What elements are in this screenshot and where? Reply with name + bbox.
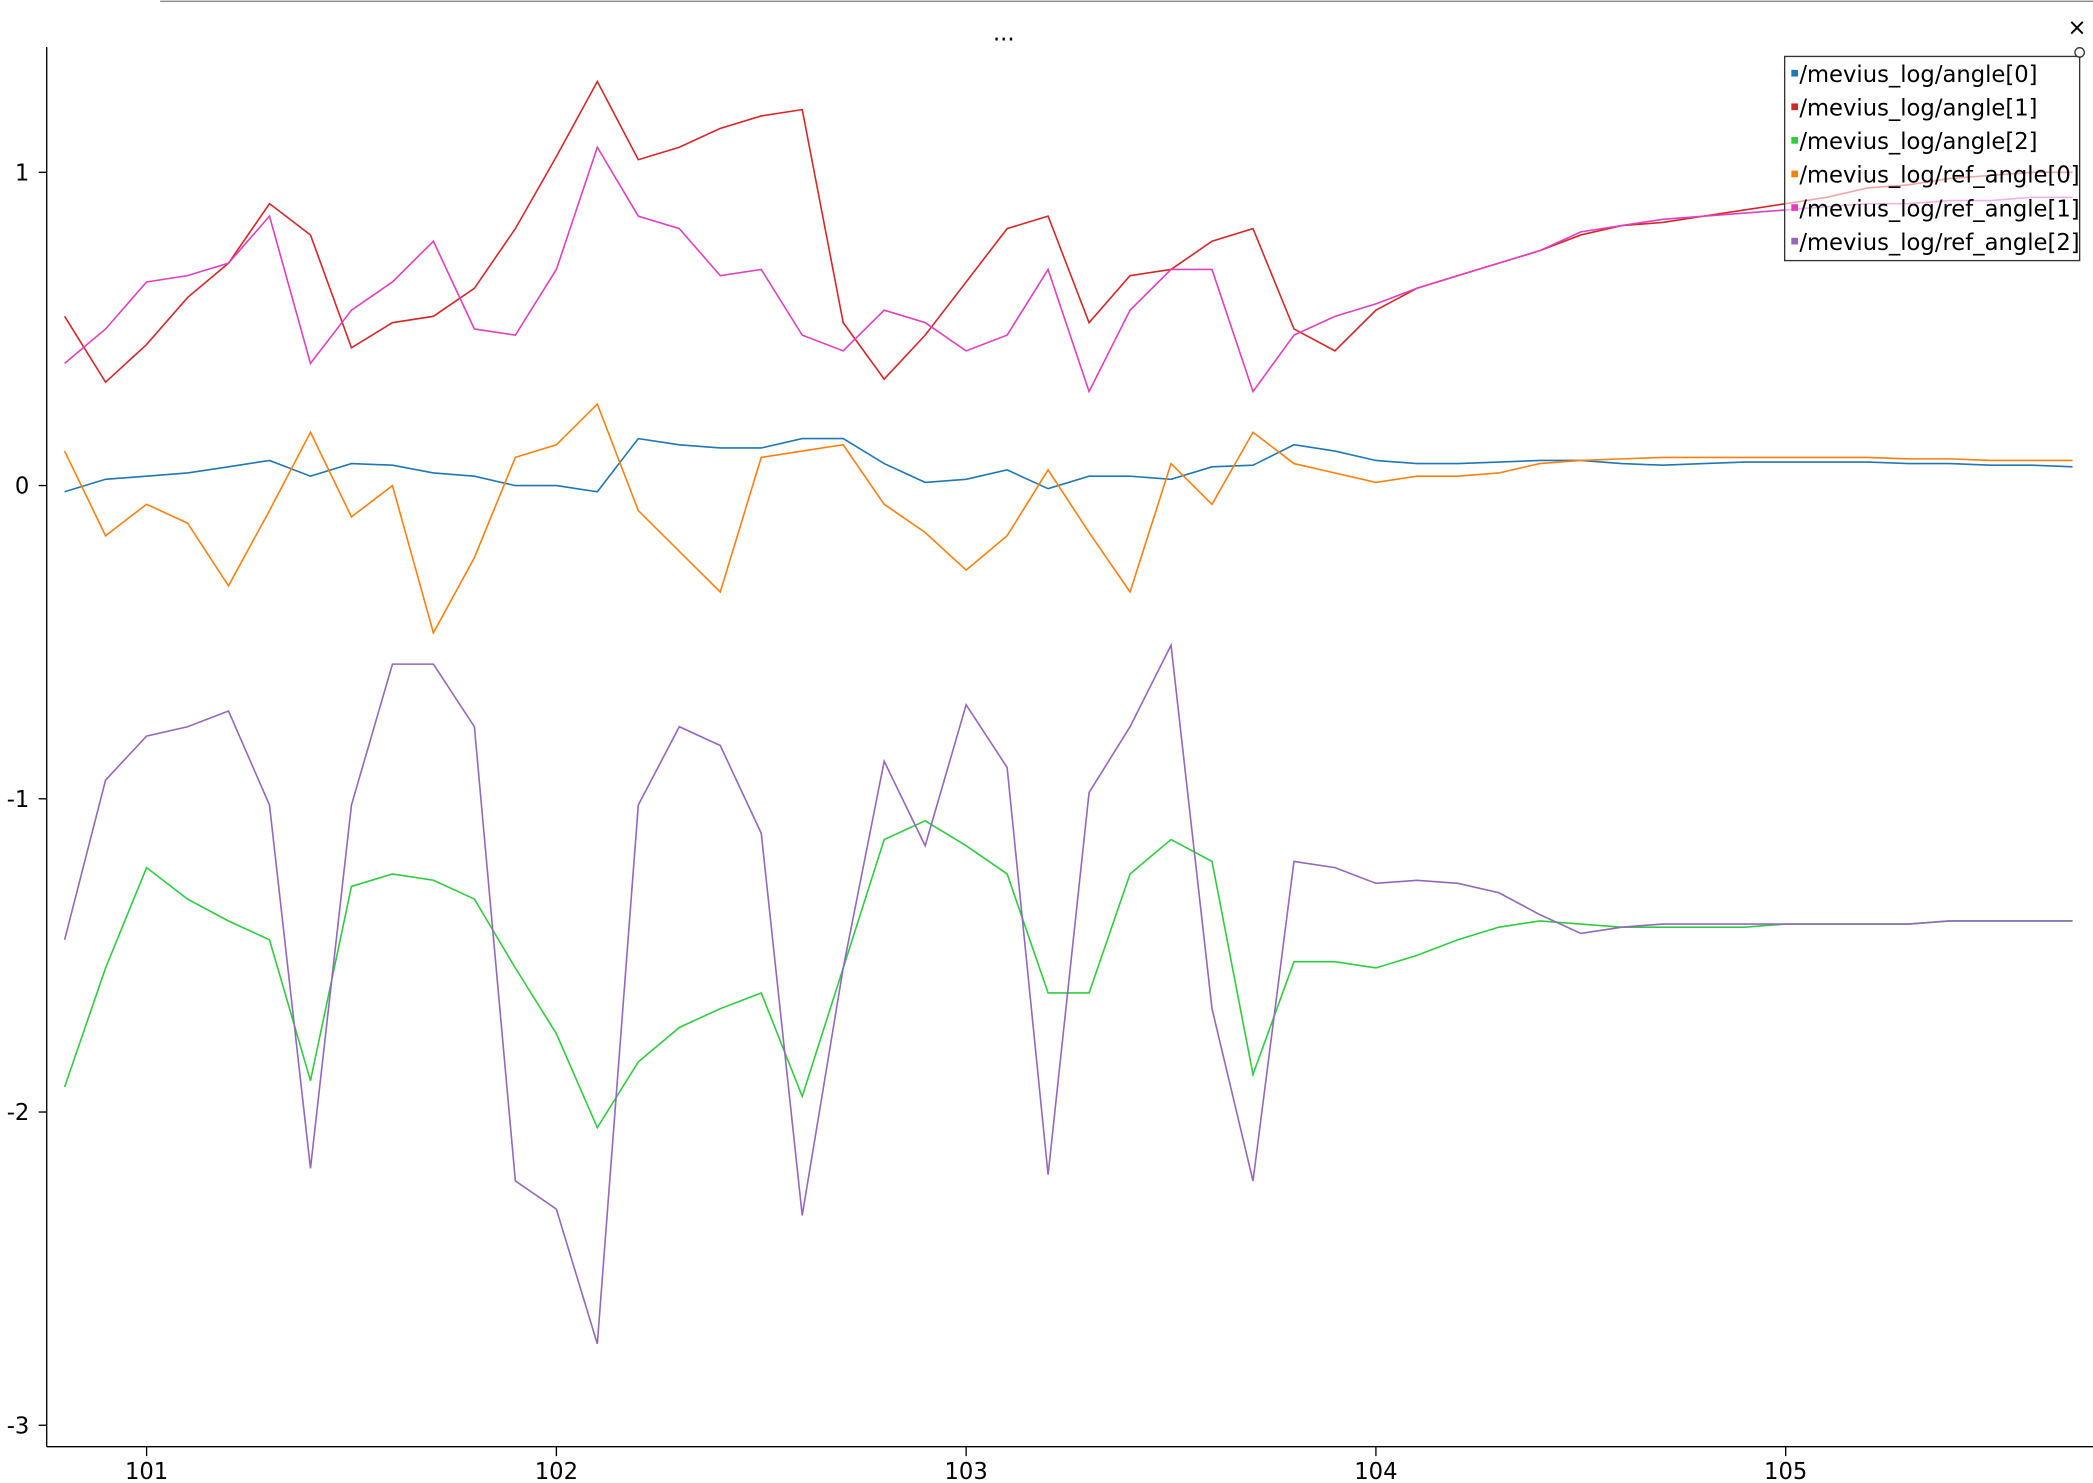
series-line (64, 437, 2073, 493)
series-line (63, 819, 2073, 1130)
series-line (63, 402, 2073, 635)
legend-swatch (1791, 204, 1799, 211)
y-tick-label: 1 (15, 160, 29, 186)
series-line (63, 642, 2073, 1345)
x-tick-label: 101 (125, 1459, 168, 1483)
legend-label: /mevius_log/ref_angle[1] (1799, 196, 2079, 222)
x-tick-label: 104 (1354, 1459, 1397, 1483)
legend-swatch (1791, 137, 1799, 144)
x-tick-label: 105 (1764, 1459, 1807, 1483)
legend-swatch (1791, 103, 1799, 111)
y-tick-label: -1 (7, 787, 30, 813)
legend-handle (2074, 47, 2085, 58)
legend-label: /mevius_log/angle[1] (1799, 95, 2037, 121)
legend-label: /mevius_log/angle[0] (1799, 62, 2037, 88)
x-tick-label: 102 (535, 1459, 578, 1483)
y-tick-label: -2 (7, 1100, 30, 1126)
series-line (63, 79, 2073, 384)
legend-swatch (1791, 69, 1799, 77)
legend-label: /mevius_log/ref_angle[2] (1799, 230, 2079, 256)
plot-area (63, 79, 2073, 1345)
y-tick-label: -3 (7, 1413, 30, 1439)
y-tick-label: 0 (15, 474, 29, 500)
chart-title: ... (993, 20, 1015, 46)
close-button[interactable]: × (2067, 15, 2086, 41)
legend-label: /mevius_log/ref_angle[0] (1799, 163, 2079, 189)
legend-swatch (1791, 237, 1799, 245)
x-tick-label: 103 (944, 1459, 987, 1483)
series-line (64, 145, 2073, 394)
legend-swatch (1791, 170, 1799, 178)
legend: /mevius_log/angle[0] /mevius_log/angle[1]… (1783, 47, 2085, 262)
legend-box (1783, 55, 2081, 262)
legend-label: /mevius_log/angle[2] (1799, 129, 2037, 155)
